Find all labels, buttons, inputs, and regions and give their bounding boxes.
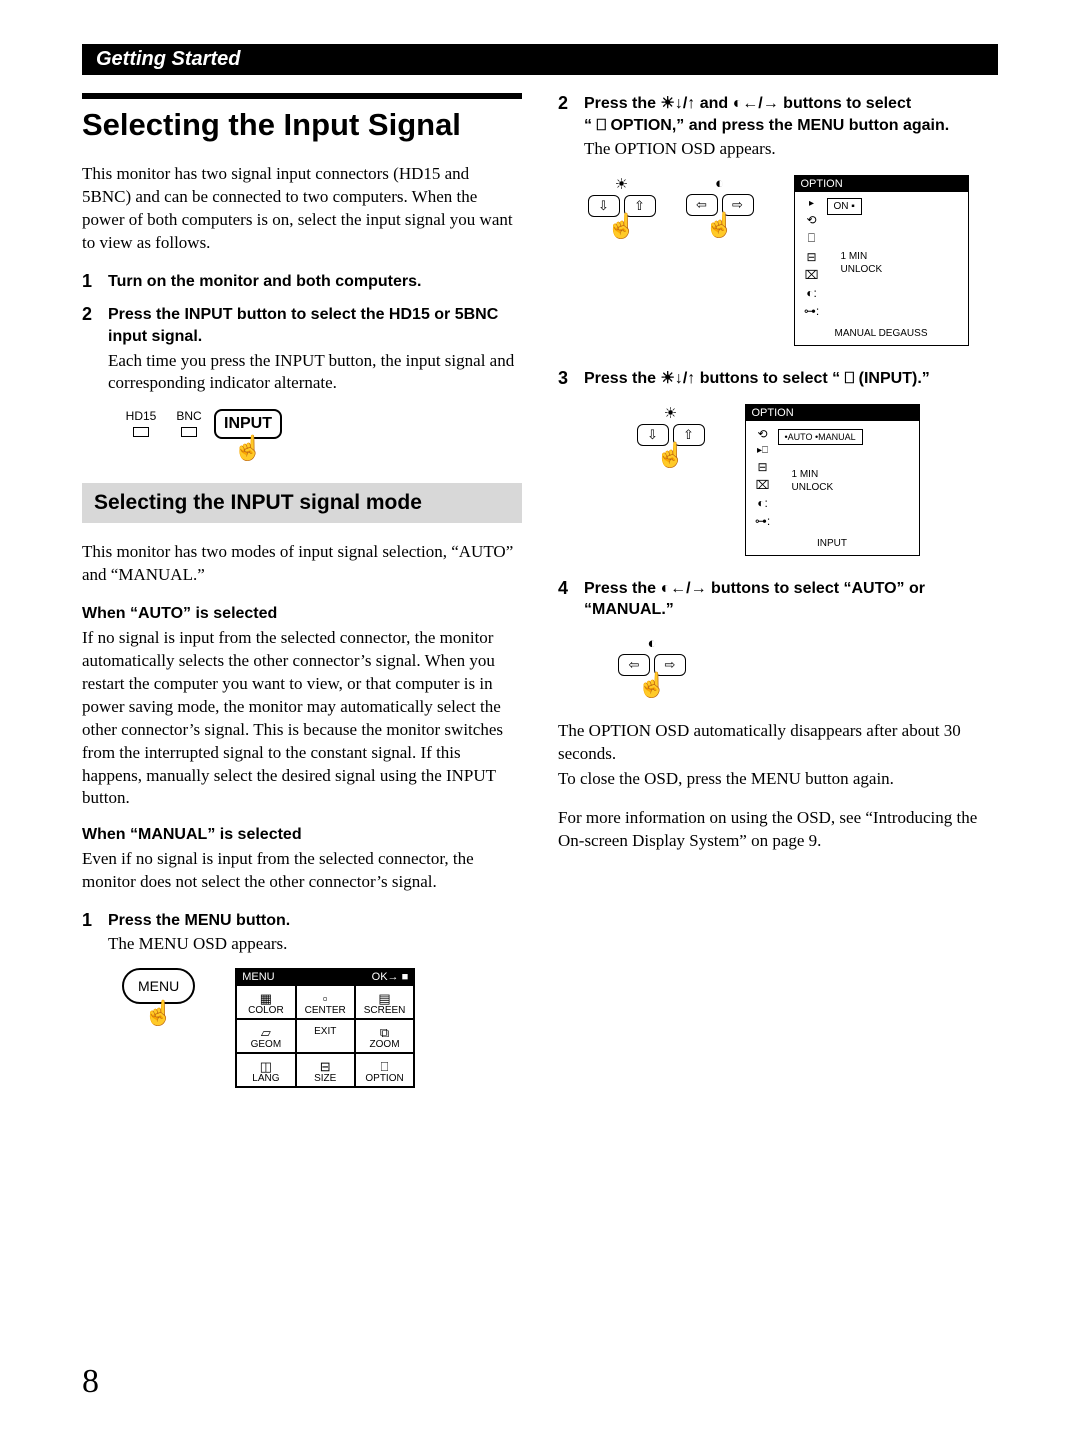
degauss-icon: ⟲: [803, 213, 821, 227]
step3-figure-row: ☀ ⇩ ⇧ ☝ OPTION ⟲ ▸⎕ ⊟ ⌧ ◐: ⊶:: [558, 404, 998, 556]
sun-icon: ☀: [588, 175, 656, 193]
lock-icon: ⊶:: [754, 514, 772, 528]
contrast-pad-graphic: ◐ ⇦ ⇨ ☝: [686, 175, 754, 238]
step4-figure: ◐ ⇦ ⇨ ☝: [618, 635, 998, 698]
right-column: 2 Press the ☀↓/↑ and ◐←/→ buttons to sel…: [558, 93, 998, 1088]
osd-menu-title: MENU: [242, 971, 274, 983]
bnc-label: BNC: [170, 409, 208, 437]
power-icon: ◐:: [803, 286, 821, 300]
section-header-title: Getting Started: [96, 48, 240, 70]
osd-selected: •AUTO •MANUAL: [778, 429, 863, 445]
manual-heading: When “MANUAL” is selected: [82, 824, 522, 846]
input-button-figure: HD15 BNC INPUT ☝: [122, 409, 522, 461]
osd-menu-ok: OK→ ■: [372, 971, 409, 983]
menu-osd-graphic: MENU OK→ ■ ▦COLOR ▫CENTER ▤SCREEN ▱GEOM …: [235, 968, 415, 1088]
hd15-label: HD15: [122, 409, 160, 437]
step-1: 1 Turn on the monitor and both computers…: [82, 271, 522, 293]
auto-body: If no signal is input from the selected …: [82, 627, 522, 811]
option-icon: ⎕: [762, 445, 768, 456]
option-osd-graphic-1: OPTION ▸ ⟲ ⎕ ⊟ ⌧ ◐: ⊶: ON ▪ 1 MIN: [794, 175, 969, 346]
rstep2-body: The OPTION OSD appears.: [584, 138, 998, 161]
subsection-bar: Selecting the INPUT signal mode: [82, 483, 522, 523]
hand-pointer-icon: ☝: [588, 215, 656, 239]
mstep1-body: The MENU OSD appears.: [108, 933, 522, 956]
step-number: 2: [558, 93, 584, 161]
rstep2-bold-b: “ ⎕ OPTION,” and press the MENU button a…: [584, 115, 998, 137]
osd-selected: ON ▪: [827, 198, 862, 215]
contrast-icon: ◐: [686, 175, 754, 192]
bnc-indicator-icon: [181, 427, 197, 437]
brightness-pad-graphic: ☀ ⇩ ⇧ ☝: [637, 404, 705, 468]
manual-step-1: 1 Press the MENU button. The MENU OSD ap…: [82, 910, 522, 957]
contrast-pad-graphic: ◐ ⇦ ⇨ ☝: [618, 635, 686, 698]
right-step-4: 4 Press the ◐←/→ buttons to select “AUTO…: [558, 578, 998, 621]
step-number: 2: [82, 304, 108, 395]
auto-heading: When “AUTO” is selected: [82, 603, 522, 625]
mstep1-bold: Press the MENU button.: [108, 910, 522, 932]
two-column-layout: Selecting the Input Signal This monitor …: [82, 93, 998, 1088]
hand-pointer-icon: ☝: [214, 437, 282, 461]
hd15-indicator-icon: [133, 427, 149, 437]
rstep3-bold: Press the ☀↓/↑ buttons to select “ ⎕ (IN…: [584, 368, 998, 390]
hand-pointer-icon: ☝: [637, 444, 705, 468]
closing-1: The OPTION OSD automatically disappears …: [558, 720, 998, 766]
rstep2-bold-a: Press the ☀↓/↑ and ◐←/→ buttons to selec…: [584, 93, 998, 115]
left-column: Selecting the Input Signal This monitor …: [82, 93, 522, 1088]
right-step-3: 3 Press the ☀↓/↑ buttons to select “ ⎕ (…: [558, 368, 998, 390]
osd-menu-grid: ▦COLOR ▫CENTER ▤SCREEN ▱GEOM EXIT ⧉ZOOM …: [236, 985, 414, 1087]
step-2: 2 Press the INPUT button to select the H…: [82, 304, 522, 395]
sun-icon: ☀: [637, 404, 705, 422]
section-header: Getting Started: [82, 44, 998, 75]
menu-figure-row: MENU ☝ MENU OK→ ■ ▦COLOR ▫CENTER ▤SCREEN…: [122, 968, 522, 1088]
step-2-bold: Press the INPUT button to select the HD1…: [108, 304, 522, 347]
degauss-icon: ⟲: [754, 427, 772, 441]
step-number: 3: [558, 368, 584, 390]
option-osd-title: OPTION: [801, 178, 843, 190]
osd-footer: MANUAL DEGAUSS: [795, 324, 968, 345]
page-number: 8: [82, 1363, 99, 1401]
hand-pointer-icon: ☝: [122, 1002, 195, 1026]
osd-icon-column: ▸ ⟲ ⎕ ⊟ ⌧ ◐: ⊶:: [803, 198, 821, 318]
power-icon: ◐:: [754, 496, 772, 510]
step-2-body: Each time you press the INPUT button, th…: [108, 350, 522, 396]
manual-body: Even if no signal is input from the sele…: [82, 848, 522, 894]
brightness-pad-graphic: ☀ ⇩ ⇧ ☝: [588, 175, 656, 239]
modes-intro: This monitor has two modes of input sign…: [82, 541, 522, 587]
hand-pointer-icon: ☝: [618, 674, 686, 698]
title-rule: [82, 93, 522, 99]
osd-footer: INPUT: [746, 534, 919, 555]
step2-figure-row: ☀ ⇩ ⇧ ☝ ◐ ⇦ ⇨ ☝ OPTION: [558, 175, 998, 346]
step-number: 1: [82, 271, 108, 293]
closing-2: To close the OSD, press the MENU button …: [558, 768, 998, 791]
osd-icon-column: ⟲ ▸⎕ ⊟ ⌧ ◐: ⊶:: [754, 427, 772, 528]
menu-button-graphic: MENU ☝: [122, 968, 195, 1026]
closing-3: For more information on using the OSD, s…: [558, 807, 998, 853]
intro-paragraph: This monitor has two signal input connec…: [82, 163, 522, 255]
lock-icon: ⊶:: [803, 304, 821, 318]
option-osd-title: OPTION: [752, 407, 794, 419]
option-osd-graphic-2: OPTION ⟲ ▸⎕ ⊟ ⌧ ◐: ⊶: •AUTO •MANUAL: [745, 404, 920, 556]
rstep4-bold: Press the ◐←/→ buttons to select “AUTO” …: [584, 578, 998, 621]
contrast-icon: ◐: [618, 635, 686, 652]
right-step-2: 2 Press the ☀↓/↑ and ◐←/→ buttons to sel…: [558, 93, 998, 161]
step-number: 4: [558, 578, 584, 621]
option-icon: ⎕: [803, 231, 821, 246]
main-title: Selecting the Input Signal: [82, 107, 522, 143]
step-number: 1: [82, 910, 108, 957]
hand-pointer-icon: ☝: [686, 214, 754, 238]
step-1-text: Turn on the monitor and both computers.: [108, 271, 522, 293]
